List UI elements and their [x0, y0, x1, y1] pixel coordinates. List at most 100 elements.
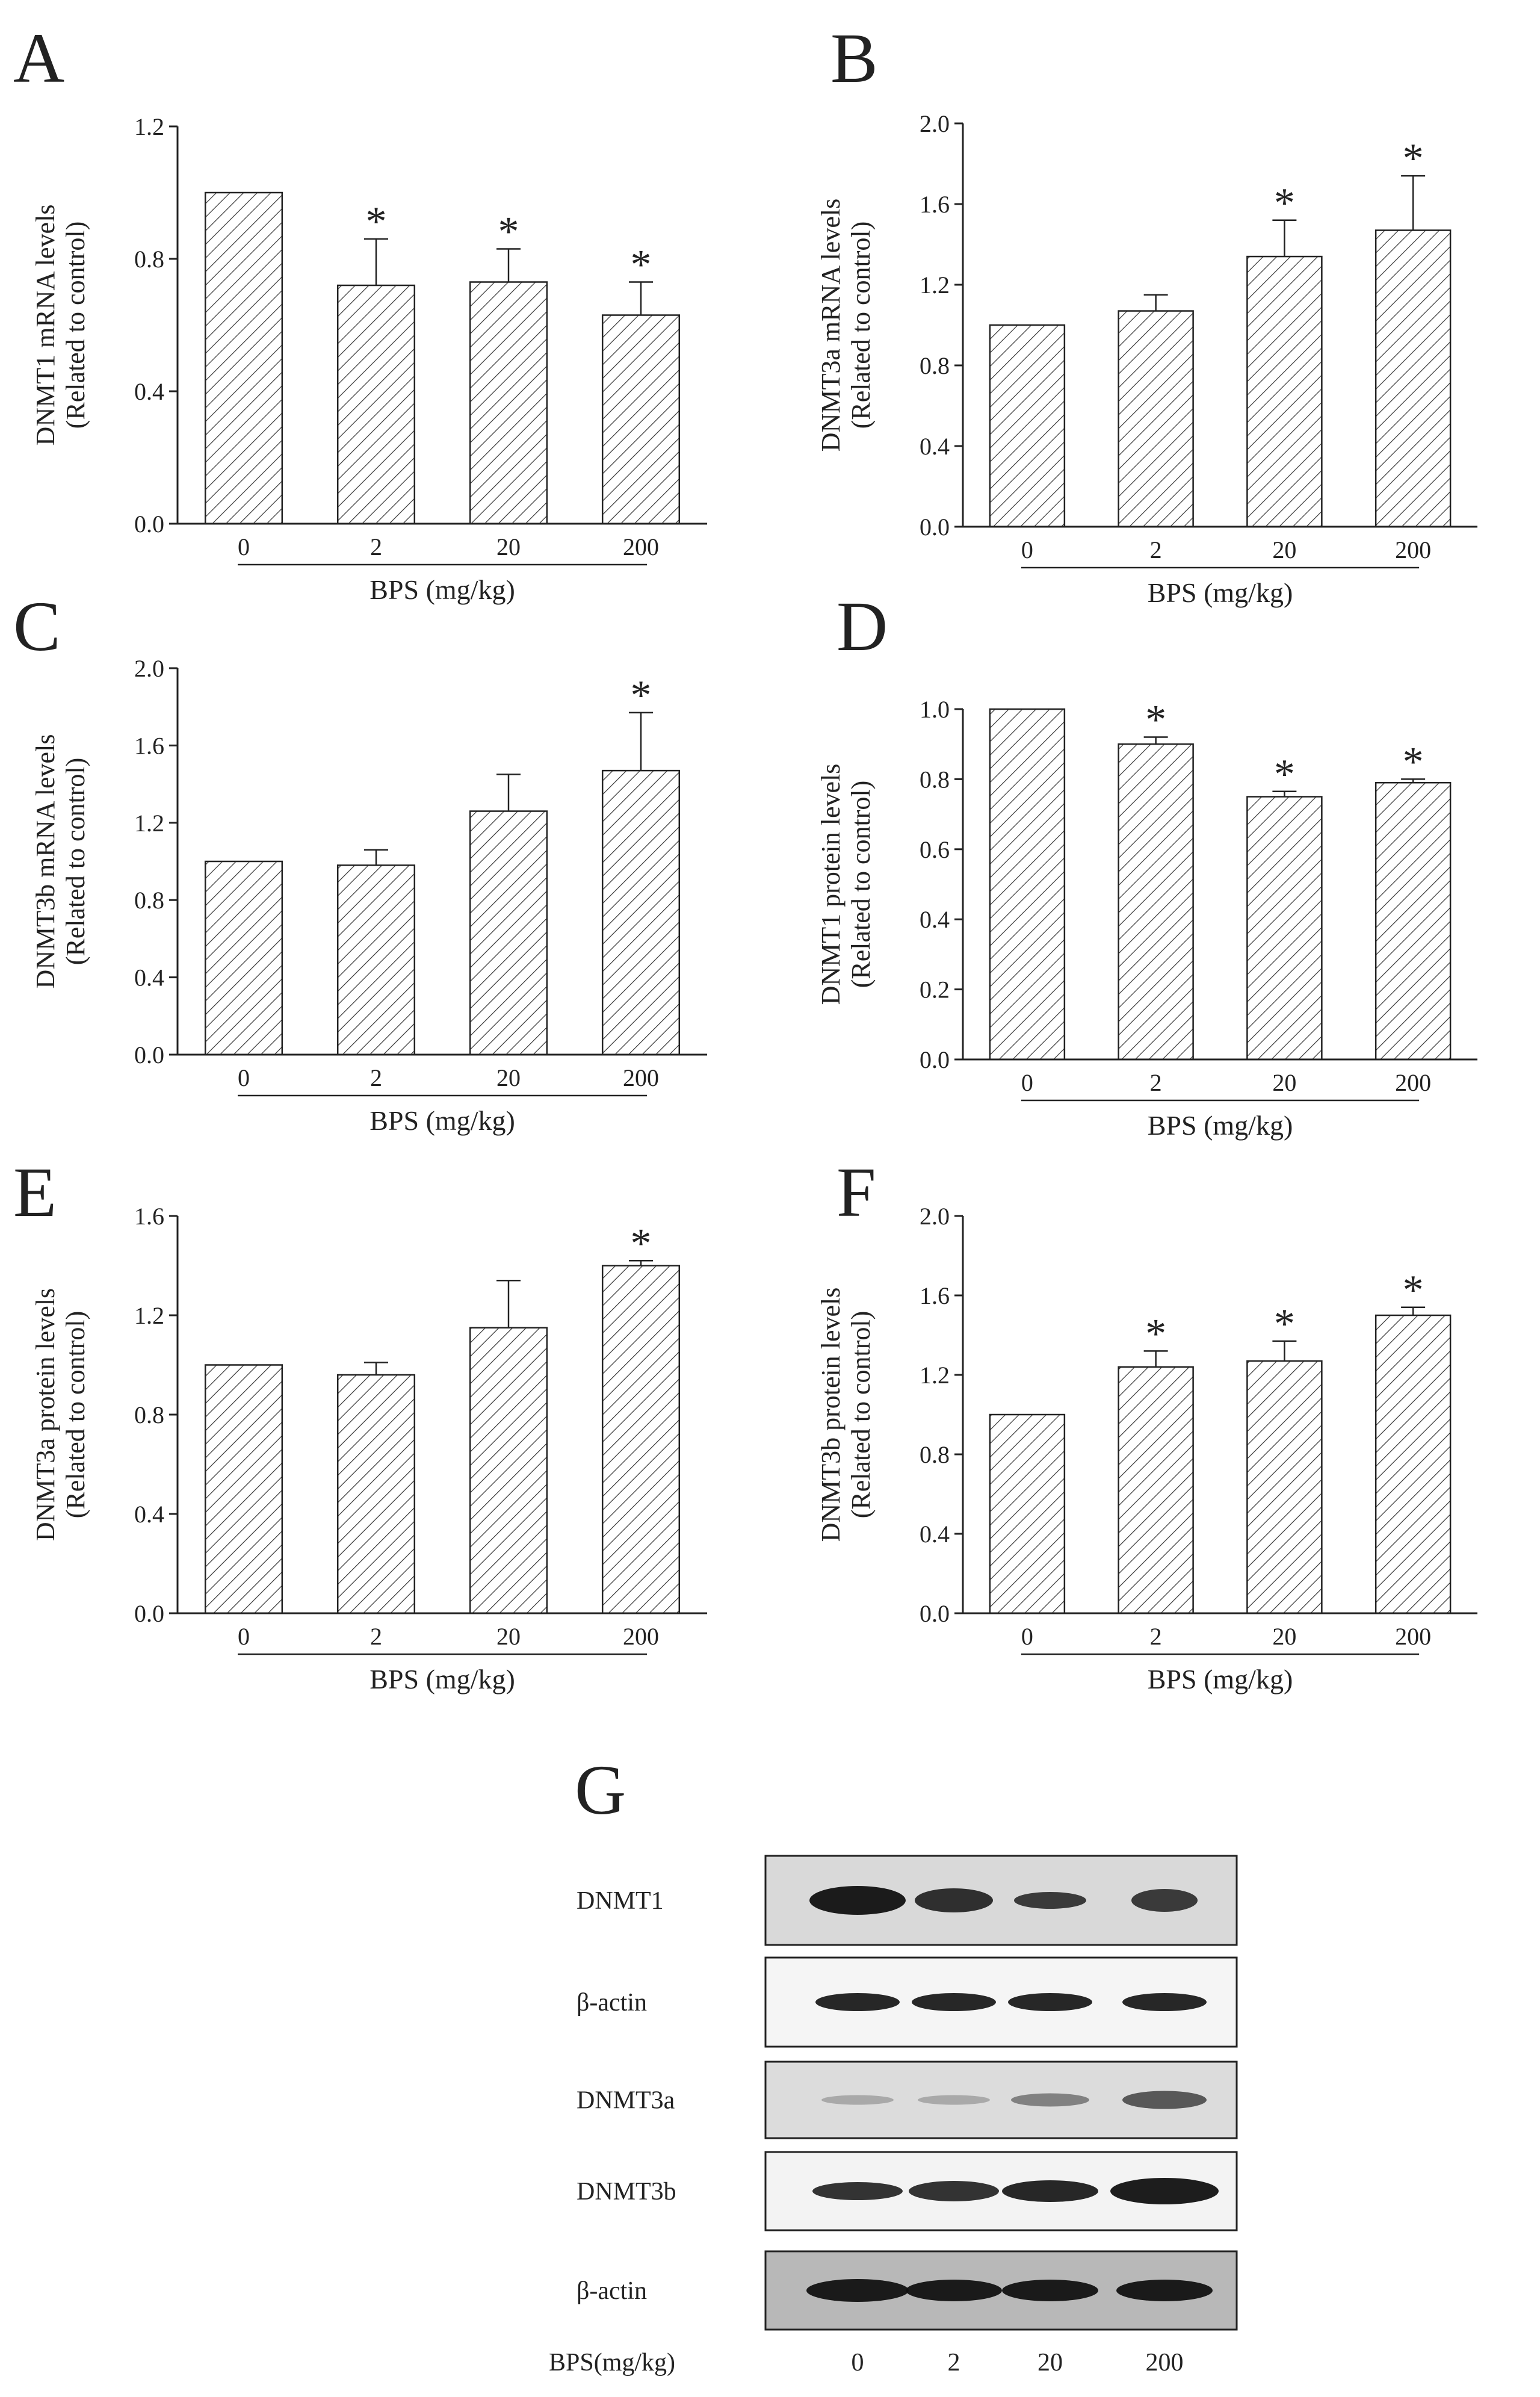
y-tick-label: 0.0 [920, 1046, 950, 1073]
bar [1246, 796, 1323, 1061]
y-tick-label: 0.8 [920, 1441, 950, 1468]
y-axis-label-line2: (Related to control) [61, 758, 90, 966]
significance-star: * [631, 242, 652, 288]
x-tick-label: 0 [1021, 1069, 1033, 1096]
panel-b: B 0.0 0.4 0.8 1.2 1.6 2.0 DNMT3a mRNA levels(R… [770, 0, 1540, 608]
x-tick-label: 200 [1395, 1623, 1431, 1650]
blot-row-label: DNMT3a [577, 2087, 675, 2115]
x-tick-label: 2 [370, 1623, 382, 1650]
y-tick-label: 0.0 [920, 513, 950, 541]
bar [601, 314, 681, 525]
y-axis-label-line2: (Related to control) [846, 222, 876, 429]
x-tick-label: 20 [496, 1064, 521, 1091]
bar [1375, 781, 1452, 1061]
blot-band [1122, 2091, 1207, 2109]
bar [469, 810, 548, 1056]
significance-star: * [1145, 697, 1166, 743]
blot-lane-label: 20 [1037, 2349, 1063, 2377]
blot-band [912, 1993, 996, 2011]
blot-row: β-actin [577, 1956, 1238, 2048]
y-tick-label: 2.0 [134, 655, 164, 682]
bar-chart-b: 0.0 0.4 0.8 1.2 1.6 2.0 DNMT3a mRNA levels(Rel… [816, 110, 1477, 608]
blot-band [909, 2181, 999, 2201]
y-axis-label: DNMT3a mRNA levels(Related to control) [816, 199, 876, 451]
blot-band [1116, 2280, 1213, 2301]
blot-band [906, 2280, 1002, 2301]
x-tick-label: 200 [1395, 536, 1431, 563]
panel-letter: E [13, 1153, 57, 1232]
x-tick-label: 20 [1272, 1623, 1296, 1650]
y-tick-label: 1.0 [920, 696, 950, 723]
x-tick-label: 0 [1021, 1623, 1033, 1650]
blot-band [806, 2279, 909, 2302]
x-tick-label: 20 [496, 1623, 521, 1650]
y-axis-label-line2: (Related to control) [846, 1311, 876, 1519]
y-tick-label: 0.8 [134, 246, 164, 273]
blot-row-label: β-actin [577, 1989, 647, 2017]
significance-star: * [1403, 135, 1424, 182]
significance-star: * [631, 672, 652, 719]
significance-star: * [366, 199, 387, 245]
blot-lane-label: 2 [948, 2349, 960, 2377]
blot-band [1002, 2280, 1098, 2301]
x-tick-label: 200 [623, 533, 659, 560]
x-tick-label: 2 [1150, 1623, 1162, 1650]
y-tick-label: 2.0 [920, 1203, 950, 1230]
blot-row-label: DNMT3b [577, 2178, 676, 2206]
y-tick-label: 0.4 [920, 433, 950, 460]
y-axis-label: DNMT3b mRNA levels(Related to control) [31, 734, 90, 989]
x-tick-label: 20 [1272, 1069, 1296, 1096]
bar [1246, 255, 1323, 528]
bar [204, 191, 283, 525]
x-tick-label: 0 [238, 1623, 250, 1650]
bar [204, 860, 283, 1056]
x-tick-label: 200 [623, 1064, 659, 1091]
y-axis-label-line2: (Related to control) [61, 222, 90, 429]
y-axis-label-line1: DNMT3a protein levels [31, 1288, 60, 1541]
blot-band [809, 1886, 906, 1915]
panel-f: F 0.0 0.4 0.8 1.2 1.6 2.0 DNMT3b protein level… [770, 1132, 1540, 1734]
y-tick-label: 0.0 [134, 510, 164, 538]
bar [336, 864, 416, 1056]
blot-band [815, 1993, 900, 2011]
panel-a: A 0.0 0.4 0.8 1.2 DNMT1 mRNA levels(Related … [0, 0, 770, 605]
bar [1375, 1314, 1452, 1614]
significance-star: * [1403, 1267, 1424, 1313]
plot-area: 0.0 0.4 0.8 1.2 1.6 2.0 DNMT3a mRNA levels(Rel… [816, 110, 1477, 608]
x-tick-label: 2 [370, 533, 382, 560]
panel-c: C 0.0 0.4 0.8 1.2 1.6 2.0 DNMT3b mRNA levels(R… [0, 566, 770, 1168]
blot-band [1131, 1889, 1198, 1912]
x-axis-label: BPS (mg/kg) [1148, 577, 1293, 608]
y-tick-label: 0.8 [920, 766, 950, 793]
blot-row: β-actin [577, 2250, 1238, 2331]
y-tick-label: 0.4 [134, 1501, 164, 1528]
y-axis-label-line1: DNMT3b protein levels [816, 1288, 846, 1542]
y-tick-label: 1.6 [134, 732, 164, 759]
x-axis-label: BPS (mg/kg) [370, 574, 515, 605]
panel-letter: F [836, 1153, 876, 1232]
blot-axis-label: BPS(mg/kg) [549, 2349, 675, 2377]
blot-row-label: β-actin [577, 2277, 647, 2305]
panel-letter: A [13, 19, 65, 98]
y-tick-label: 0.6 [920, 836, 950, 863]
blot-band [1122, 1993, 1207, 2011]
y-tick-label: 0.4 [920, 906, 950, 933]
blot-row: DNMT3a [577, 2061, 1238, 2139]
x-axis-label: BPS (mg/kg) [370, 1105, 515, 1136]
y-axis-label-line1: DNMT3a mRNA levels [816, 199, 846, 451]
y-tick-label: 1.6 [134, 1203, 164, 1230]
y-tick-label: 1.6 [920, 191, 950, 218]
y-axis-label-line2: (Related to control) [61, 1311, 90, 1519]
plot-area: 0.0 0.2 0.4 0.6 0.8 1.0 DNMT1 protein levels(R… [816, 696, 1477, 1141]
y-tick-label: 0.0 [920, 1600, 950, 1627]
bar [469, 281, 548, 525]
blot-lane-label: 0 [852, 2349, 864, 2377]
x-tick-label: 0 [1021, 536, 1033, 563]
plot-area: 0.0 0.4 0.8 1.2 1.6 2.0 DNMT3b protein levels(… [816, 1203, 1477, 1695]
panel-letter: D [836, 587, 888, 666]
x-tick-label: 2 [1150, 1069, 1162, 1096]
y-tick-label: 0.8 [134, 1401, 164, 1428]
bar [336, 284, 416, 525]
y-tick-label: 0.0 [134, 1600, 164, 1627]
y-tick-label: 0.8 [920, 352, 950, 379]
